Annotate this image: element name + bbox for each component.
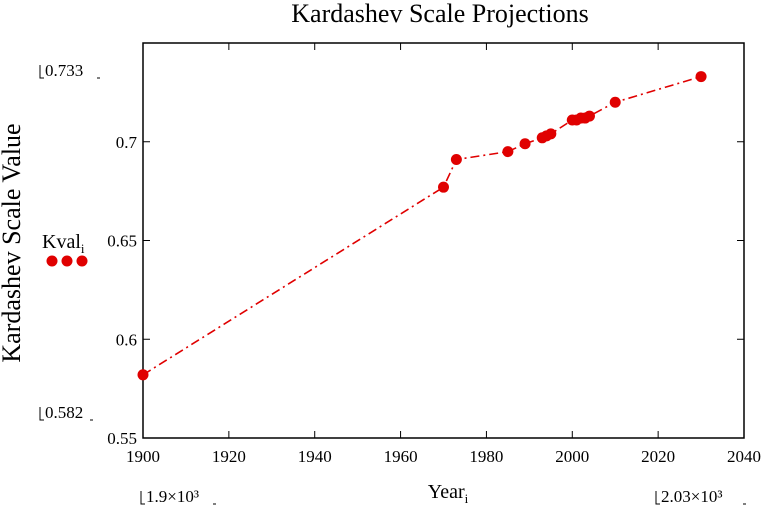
limit-bracket [655, 491, 660, 505]
limit-bracket [39, 407, 44, 421]
y-max-limit-label: 0.733 [45, 61, 83, 80]
legend-label: Kvali [42, 231, 85, 256]
y-tick-label: 0.55 [107, 429, 137, 448]
x-tick-label: 1960 [384, 447, 418, 466]
legend-label-text: Kval [42, 231, 81, 253]
x-tick-label: 1940 [298, 447, 332, 466]
axis-ticks: 1900 1920 1940 1960 1980 2000 2020 2040 0.55 0.6 0… [107, 43, 761, 466]
data-point [545, 128, 557, 140]
legend-marker [61, 255, 73, 267]
legend: Kvali [42, 231, 88, 267]
data-point [519, 138, 531, 150]
series-line [142, 75, 702, 376]
data-point [609, 96, 621, 108]
data-point [695, 71, 707, 83]
x-tick-label: 1980 [469, 447, 503, 466]
y-tick-label: 0.65 [107, 232, 137, 251]
chart-title: Kardashev Scale Projections [291, 0, 588, 28]
y-tick-label: 0.7 [116, 133, 138, 152]
limit-bracket [140, 491, 145, 505]
x-axis-label: Yeari [428, 481, 469, 506]
x-tick-label: 2000 [555, 447, 589, 466]
data-point [450, 154, 462, 166]
limit-bracket [39, 65, 44, 79]
legend-marker [46, 255, 58, 267]
x-max-limit-label: 2.03×10³ [661, 487, 722, 506]
x-tick-label: 2020 [641, 447, 675, 466]
data-point [583, 110, 595, 122]
legend-label-subscript: i [81, 241, 85, 256]
x-tick-label: 2040 [727, 447, 761, 466]
y-min-limit-label: 0.582 [45, 403, 83, 422]
x-axis-label-text: Year [428, 481, 465, 503]
data-point [137, 369, 149, 381]
x-tick-label: 1900 [126, 447, 160, 466]
y-axis-label: Kardashev Scale Value [0, 123, 26, 362]
data-point [502, 146, 514, 158]
y-tick-label: 0.6 [116, 330, 137, 349]
data-point [438, 181, 449, 193]
plot-frame [142, 42, 745, 439]
x-tick-label: 1920 [212, 447, 246, 466]
data-series [137, 71, 707, 381]
legend-marker [76, 255, 88, 267]
x-min-limit-label: 1.9×10³ [146, 487, 199, 506]
x-axis-label-subscript: i [465, 491, 469, 506]
axis-limit-labels: 0.733 0.582 1.9×10³ 2.03×10³ [39, 61, 746, 506]
